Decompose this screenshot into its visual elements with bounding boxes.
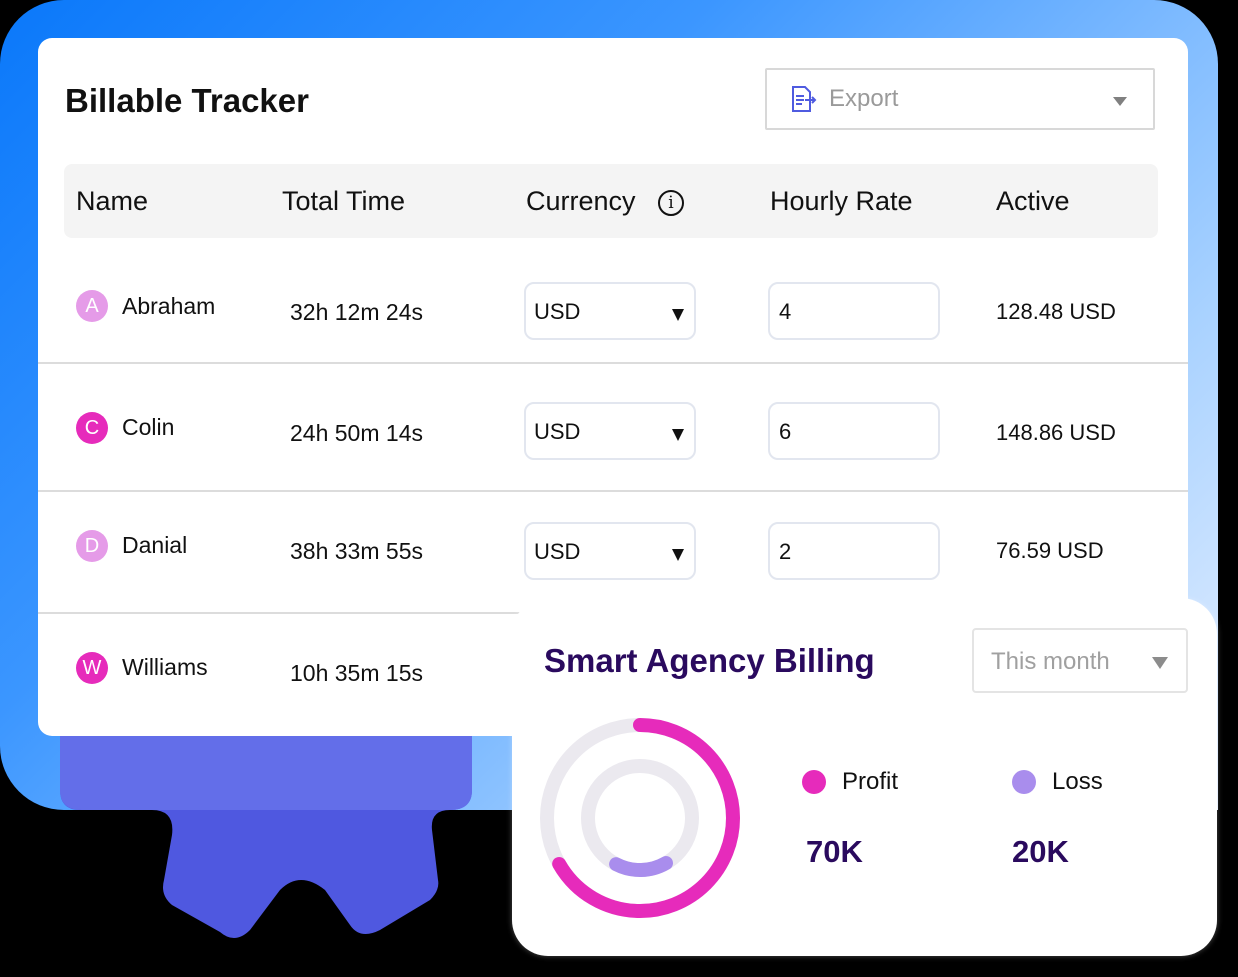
user-name: Williams [122,654,208,680]
total-time: 10h 35m 15s [290,660,423,686]
export-dropdown[interactable]: Export [765,68,1155,130]
period-label: This month [991,648,1110,675]
table-header: Name Total Time Currency Hourly Rate Act… [64,164,1158,238]
hourly-rate-input[interactable]: 2 [768,522,940,580]
chevron-down-icon [1152,657,1168,669]
hourly-rate-input[interactable]: 4 [768,282,940,340]
column-name: Name [76,186,149,216]
total-time: 32h 12m 24s [290,299,423,325]
table-row: D Danial 38h 33m 55s USD 2 76.59 USD [38,492,1188,614]
profit-value: 70K [806,834,863,869]
active-amount: 148.86 USD [996,420,1116,445]
smart-agency-billing-card: Smart Agency Billing This month Profit 7… [512,598,1217,956]
currency-value: USD [534,299,581,324]
avatar: C [76,412,108,444]
avatar: A [76,290,108,322]
table-row: C Colin 24h 50m 14s USD 6 148.86 USD [38,364,1188,492]
loss-legend-dot [1012,770,1036,794]
currency-select[interactable]: USD [524,282,696,340]
column-total-time: Total Time [282,186,406,216]
profit-legend-dot [802,770,826,794]
table-row: W Williams 10h 35m 15s [38,614,1188,736]
profit-label: Profit [842,768,899,795]
avatar: W [76,652,108,684]
caret-down-icon [672,429,684,441]
profit-loss-donut-chart [540,718,740,918]
user-name: Abraham [122,293,216,319]
active-amount: 76.59 USD [996,538,1104,563]
currency-value: USD [534,539,581,564]
caret-down-icon [672,309,684,321]
column-currency: Currency [526,186,636,216]
table-row: A Abraham 32h 12m 24s USD 4 128.48 USD [38,238,1188,364]
total-time: 38h 33m 55s [290,538,423,564]
currency-select[interactable]: USD [524,522,696,580]
column-active: Active [996,186,1070,216]
hourly-rate-input[interactable]: 6 [768,402,940,460]
page-title: Billable Tracker [65,82,309,119]
user-name: Colin [122,414,175,440]
caret-down-icon [672,549,684,561]
billing-title: Smart Agency Billing [544,642,875,679]
loss-value: 20K [1012,834,1069,869]
avatar: D [76,530,108,562]
currency-value: USD [534,419,581,444]
chevron-down-icon [1113,97,1127,106]
period-dropdown[interactable]: This month [972,628,1188,693]
column-hourly-rate: Hourly Rate [770,186,913,216]
export-label: Export [829,85,899,112]
export-document-icon [792,86,817,112]
loss-label: Loss [1052,768,1103,795]
total-time: 24h 50m 14s [290,420,423,446]
user-name: Danial [122,532,188,558]
currency-select[interactable]: USD [524,402,696,460]
active-amount: 128.48 USD [996,299,1116,324]
info-icon[interactable]: i [658,190,684,216]
